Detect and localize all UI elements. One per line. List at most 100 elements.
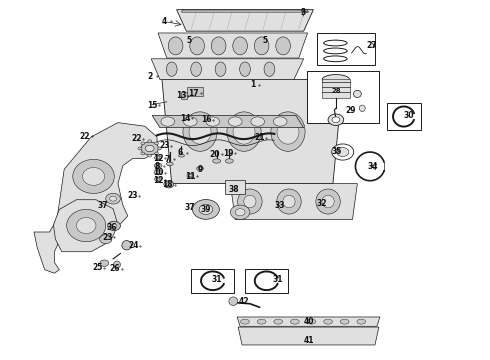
Ellipse shape [251,117,265,126]
Ellipse shape [141,142,159,155]
Ellipse shape [276,37,291,55]
Polygon shape [181,10,309,12]
Text: 22: 22 [131,134,142,143]
Polygon shape [53,200,118,252]
Ellipse shape [148,154,152,157]
Ellipse shape [359,105,365,112]
Ellipse shape [114,261,121,268]
Text: 36: 36 [107,223,117,232]
Ellipse shape [99,235,112,244]
Ellipse shape [271,112,305,151]
Ellipse shape [158,147,161,150]
Ellipse shape [164,181,173,188]
Ellipse shape [277,119,299,144]
Ellipse shape [148,140,152,143]
Text: 17: 17 [188,89,199,98]
Text: 33: 33 [275,201,286,210]
Text: 18: 18 [163,180,173,189]
Ellipse shape [233,119,255,144]
Ellipse shape [337,148,349,157]
Text: 30: 30 [404,111,415,120]
Ellipse shape [307,319,316,324]
Ellipse shape [166,62,177,76]
Text: 21: 21 [254,133,265,142]
Text: 38: 38 [229,185,240,194]
Ellipse shape [213,159,220,163]
Ellipse shape [196,166,203,171]
Text: 42: 42 [239,297,249,306]
Ellipse shape [357,319,366,324]
Polygon shape [238,327,379,345]
Ellipse shape [273,117,287,126]
Ellipse shape [277,189,301,214]
Ellipse shape [155,152,159,155]
Ellipse shape [191,62,201,76]
Text: 3: 3 [301,8,306,17]
Bar [322,79,349,98]
Bar [181,92,187,99]
Text: 9: 9 [197,165,203,174]
Text: 41: 41 [303,336,314,345]
Ellipse shape [316,189,340,214]
Ellipse shape [178,154,184,157]
Bar [318,33,375,65]
Ellipse shape [156,165,160,167]
Ellipse shape [154,163,162,168]
Ellipse shape [199,204,213,215]
Ellipse shape [291,319,299,324]
Ellipse shape [111,224,117,228]
Ellipse shape [110,196,117,201]
Ellipse shape [332,144,354,160]
Ellipse shape [283,195,295,208]
Ellipse shape [340,319,349,324]
Text: 32: 32 [317,199,327,208]
Text: 16: 16 [201,115,211,124]
Ellipse shape [257,319,266,324]
Ellipse shape [155,177,161,181]
Ellipse shape [227,112,261,151]
Ellipse shape [233,37,247,55]
Ellipse shape [193,199,220,219]
Ellipse shape [198,167,202,170]
Ellipse shape [230,205,250,220]
Bar [245,269,288,293]
Text: 5: 5 [262,36,267,45]
Text: 26: 26 [110,265,120,274]
Ellipse shape [244,195,256,208]
Ellipse shape [76,217,96,234]
Ellipse shape [353,90,361,98]
Text: 7: 7 [164,155,170,164]
Text: 25: 25 [92,264,102,273]
Ellipse shape [141,142,145,145]
Ellipse shape [324,56,347,62]
Bar [387,103,421,130]
Text: 12: 12 [153,176,163,185]
Polygon shape [162,80,343,184]
Ellipse shape [106,193,121,204]
Ellipse shape [100,260,109,266]
Ellipse shape [328,114,343,126]
Text: 19: 19 [223,149,234,158]
Text: 4: 4 [162,17,167,26]
Text: 10: 10 [153,168,163,177]
Ellipse shape [206,117,220,126]
Text: 15: 15 [147,101,157,110]
Text: 27: 27 [367,41,377,50]
Ellipse shape [161,117,174,126]
Ellipse shape [332,117,340,123]
Bar [191,269,234,293]
Text: 37: 37 [98,201,109,210]
Ellipse shape [189,119,211,144]
Ellipse shape [154,170,162,175]
Ellipse shape [156,157,160,159]
Text: 1: 1 [250,81,255,90]
Text: 23: 23 [127,191,138,200]
Text: 28: 28 [331,88,341,94]
Text: 13: 13 [176,91,187,100]
Text: 35: 35 [332,147,342,156]
Ellipse shape [241,319,249,324]
Ellipse shape [183,112,217,151]
Ellipse shape [324,48,347,54]
Bar [307,71,379,123]
Ellipse shape [156,171,160,174]
